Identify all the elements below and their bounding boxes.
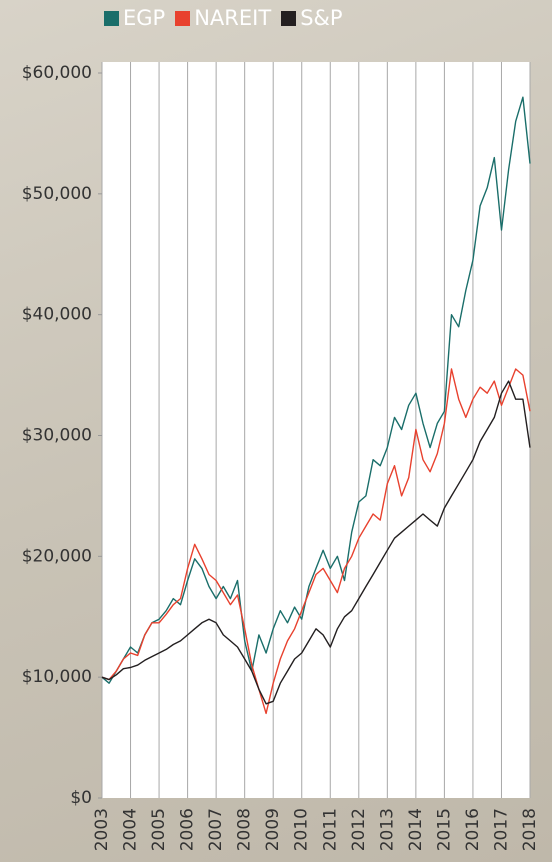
x-tick-label: 2012 (349, 808, 369, 851)
x-tick-label: 2011 (320, 808, 340, 851)
plot-area (102, 62, 530, 798)
x-tick-label: 2006 (178, 808, 198, 851)
legend-swatch (175, 10, 191, 26)
x-tick-label: 2005 (149, 808, 169, 851)
legend-item: EGP (104, 6, 165, 30)
series-line (101, 368, 531, 715)
y-tick-label: $40,000 (22, 305, 92, 325)
x-tick-label: 2010 (292, 808, 312, 851)
x-tick-label: 2016 (463, 808, 483, 851)
legend-item: NAREIT (175, 6, 271, 30)
x-tick-label: 2017 (491, 808, 511, 851)
legend-label: S&P (300, 6, 343, 30)
y-tick-label: $0 (70, 788, 92, 808)
legend-swatch (281, 10, 297, 26)
y-tick-label: $60,000 (22, 63, 92, 83)
x-tick-label: 2009 (263, 808, 283, 851)
series-line (101, 96, 531, 684)
x-tick-label: 2013 (377, 808, 397, 851)
legend-label: NAREIT (194, 6, 272, 30)
y-tick-label: $30,000 (22, 426, 92, 446)
x-tick-label: 2018 (520, 808, 540, 851)
x-tick-label: 2003 (92, 808, 112, 851)
legend: EGP NAREIT S&P (104, 6, 353, 30)
legend-swatch (104, 10, 119, 26)
series-line (101, 380, 531, 705)
y-tick-label: $20,000 (22, 546, 92, 566)
x-tick-label: 2007 (206, 808, 226, 851)
legend-label: EGP (123, 6, 166, 30)
legend-item: S&P (281, 6, 343, 30)
x-tick-label: 2008 (235, 808, 255, 851)
y-tick-label: $10,000 (22, 667, 92, 687)
x-tick-label: 2014 (406, 808, 426, 851)
x-tick-label: 2015 (434, 808, 454, 851)
y-tick-label: $50,000 (22, 184, 92, 204)
x-tick-label: 2004 (121, 808, 141, 851)
